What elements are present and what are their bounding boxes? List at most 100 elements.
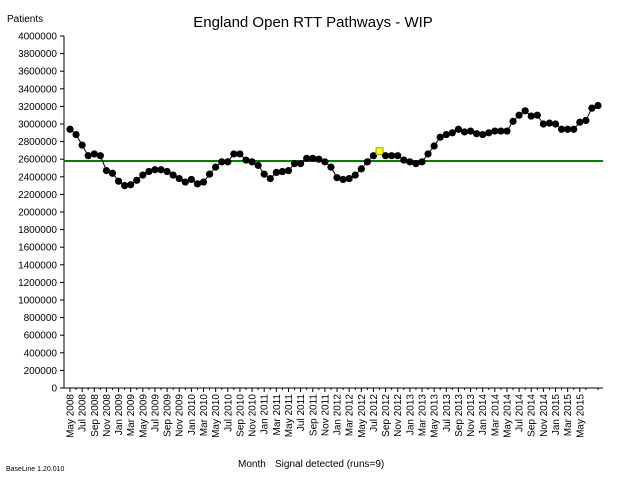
x-tick-label: Mar 2010	[199, 394, 210, 437]
data-point	[491, 127, 499, 135]
data-point	[278, 167, 287, 176]
data-point	[436, 133, 444, 141]
data-point	[145, 167, 153, 176]
data-point	[175, 174, 183, 183]
data-point	[521, 107, 529, 115]
data-point	[297, 160, 305, 168]
data-point	[594, 101, 602, 110]
data-point	[545, 119, 554, 127]
y-axis-label: Patients	[7, 14, 43, 25]
y-tick-label: 4000000	[18, 32, 57, 43]
data-point	[236, 150, 244, 158]
x-tick-label: Jan 2011	[260, 394, 271, 435]
x-tick-label: Jan 2014	[478, 394, 489, 436]
data-point	[576, 118, 584, 126]
x-tick-label: Jul 2011	[296, 394, 307, 432]
data-point	[248, 158, 256, 166]
x-tick-label: Jul 2009	[150, 394, 161, 432]
data-point	[72, 130, 80, 139]
data-point	[187, 175, 195, 184]
x-tick-label: May 2010	[211, 394, 222, 438]
x-tick-label: Jan 2015	[551, 394, 562, 436]
x-tick-label: Jan 2010	[187, 394, 198, 436]
data-point	[503, 127, 511, 135]
data-point	[430, 142, 438, 150]
x-tick-label: Mar 2012	[345, 394, 356, 437]
data-point	[339, 175, 347, 184]
x-tick-label: Sep 2014	[527, 394, 538, 437]
data-point	[497, 127, 505, 135]
footer-note: BaseLine 1.20.010	[6, 466, 64, 473]
data-point	[309, 154, 317, 162]
data-point	[515, 111, 523, 119]
data-point	[533, 111, 541, 119]
y-tick-label: 3200000	[18, 102, 57, 113]
data-point	[315, 155, 323, 163]
data-point	[260, 170, 268, 178]
data-point	[78, 141, 86, 149]
data-point	[460, 128, 469, 136]
x-tick-label: Jan 2013	[405, 394, 416, 436]
x-tick-label: Mar 2011	[272, 394, 283, 436]
y-tick-label: 1800000	[18, 225, 57, 236]
data-point	[381, 152, 390, 160]
x-tick-label: Mar 2015	[563, 394, 574, 437]
x-tick-label: Jul 2008	[78, 394, 89, 432]
y-tick-label: 3800000	[18, 49, 57, 60]
data-point	[442, 130, 450, 139]
x-tick-label: Nov 2010	[248, 394, 259, 437]
x-tick-label: Nov 2009	[175, 394, 186, 437]
y-tick-label: 200000	[24, 366, 58, 377]
data-point	[139, 171, 147, 179]
data-point	[96, 152, 104, 160]
data-point	[90, 150, 98, 158]
data-point	[345, 174, 353, 183]
data-point	[424, 150, 432, 158]
data-point	[570, 125, 578, 133]
data-point	[418, 158, 426, 166]
y-tick-label: 0	[51, 384, 57, 395]
data-point	[363, 158, 371, 166]
x-tick-label: Sep 2011	[308, 394, 319, 437]
data-point	[485, 129, 493, 137]
axes-group: 0 200000 400000 600000 800000 1000000 1200000 1…	[18, 32, 603, 438]
data-point	[351, 171, 359, 179]
data-point	[290, 160, 299, 168]
data-point	[205, 170, 214, 178]
y-tick-label: 400000	[24, 348, 58, 359]
x-tick-label: Nov 2012	[393, 394, 404, 437]
data-point	[369, 152, 378, 160]
y-tick-label: 3400000	[18, 84, 57, 95]
data-point	[133, 176, 141, 184]
x-tick-label: Nov 2011	[320, 394, 331, 437]
data-point	[557, 125, 566, 133]
data-point	[388, 152, 396, 160]
x-tick-label: May 2008	[66, 394, 77, 438]
x-tick-label: Jul 2014	[515, 394, 526, 432]
y-tick-label: 3000000	[18, 120, 57, 131]
y-tick-label: 800000	[24, 313, 58, 324]
data-point	[327, 163, 335, 171]
data-point	[121, 182, 129, 190]
data-point	[266, 174, 274, 183]
x-tick-label: Sep 2009	[163, 394, 174, 437]
signal-text: Signal detected (runs=9)	[275, 459, 384, 470]
data-point	[224, 158, 232, 166]
data-point	[473, 130, 481, 138]
data-point	[272, 168, 280, 176]
x-tick-label: Sep 2012	[381, 394, 392, 437]
x-axis-label: Month	[238, 459, 266, 470]
series-group	[66, 101, 602, 190]
data-point	[539, 120, 547, 128]
x-tick-label: Sep 2010	[235, 394, 246, 437]
data-point	[448, 129, 456, 137]
x-tick-label: Jan 2009	[114, 394, 125, 436]
data-point	[400, 156, 408, 164]
data-point	[169, 171, 177, 179]
data-point	[479, 130, 487, 139]
data-point	[406, 158, 414, 166]
y-tick-label: 3600000	[18, 67, 57, 78]
data-point	[564, 125, 572, 133]
data-point	[303, 154, 311, 162]
